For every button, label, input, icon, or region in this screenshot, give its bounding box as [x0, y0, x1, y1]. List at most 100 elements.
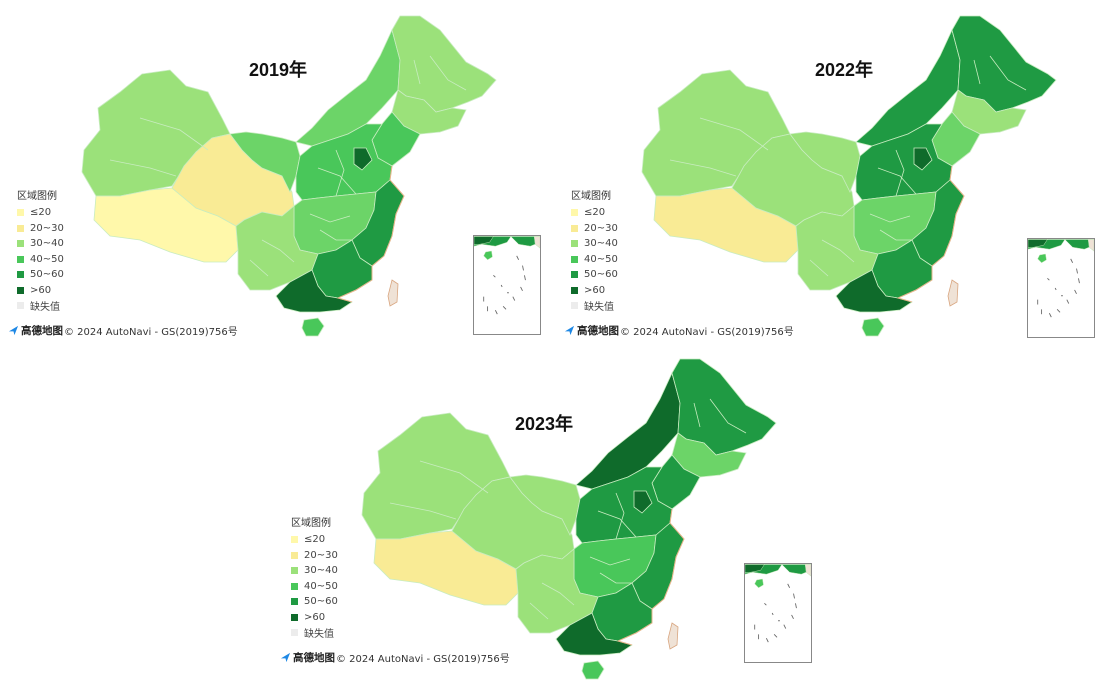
province-border — [669, 159, 737, 177]
inset-region — [1037, 253, 1047, 264]
legend-label: 40~50 — [584, 253, 618, 265]
legend-label: ≤20 — [304, 534, 326, 546]
province-border — [809, 259, 829, 277]
nine-dash-line-segment — [1054, 287, 1057, 291]
legend-item[interactable]: >60 — [291, 610, 347, 626]
legend-swatch — [17, 224, 24, 232]
legend-item[interactable]: 50~60 — [571, 267, 627, 283]
legend-swatch — [17, 240, 24, 248]
legend-swatch — [17, 209, 24, 217]
legend-item[interactable]: ≤20 — [291, 532, 347, 548]
copyright-text: © 2024 AutoNavi - GS(2019)756号 — [336, 654, 510, 665]
amap-logo[interactable]: 高德地图 — [577, 325, 619, 337]
legend-item[interactable]: 30~40 — [571, 236, 627, 252]
nine-dash-line-segment — [1056, 309, 1061, 313]
legend-item[interactable]: >60 — [571, 283, 627, 299]
inset-region — [474, 236, 494, 245]
province-border — [309, 213, 351, 223]
nine-dash-line-segment — [771, 612, 774, 616]
legend-item[interactable]: 20~30 — [17, 221, 73, 237]
legend-swatch — [17, 255, 24, 263]
map-panel-2023: 2023年 区域图例 ≤20 20~30 30~40 40~50 50~60 >60 缺失值 … — [280, 343, 840, 683]
legend-item[interactable]: 50~60 — [291, 594, 347, 610]
inset-map — [474, 236, 540, 315]
legend-item[interactable]: 40~50 — [17, 252, 73, 268]
province-border — [335, 149, 345, 197]
province-border — [317, 167, 357, 195]
coastline — [616, 508, 685, 646]
legend-label: 20~30 — [304, 549, 338, 561]
amap-logo[interactable]: 高德地图 — [293, 652, 335, 664]
legend-label: 50~60 — [304, 596, 338, 608]
legend-label: 30~40 — [584, 238, 618, 250]
map-panel-2022: 2022年 区域图例 ≤20 20~30 30~40 40~50 50~60 >60 缺失值 … — [560, 0, 1115, 340]
inset-region — [754, 578, 764, 589]
province-border — [989, 55, 1027, 91]
nine-dash-line-segment — [765, 638, 769, 643]
inset-region — [745, 564, 765, 573]
amap-arrow-icon — [280, 652, 291, 663]
province-border — [879, 229, 912, 241]
legend-label: 40~50 — [304, 580, 338, 592]
amap-arrow-icon — [8, 325, 19, 336]
legend-item[interactable]: 20~30 — [571, 221, 627, 237]
province-border — [319, 229, 352, 241]
legend-swatch — [17, 286, 24, 294]
province-border — [895, 149, 905, 197]
nine-dash-line-segment — [1066, 299, 1070, 304]
legend-item[interactable]: >60 — [17, 283, 73, 299]
legend-swatch — [571, 224, 578, 232]
legend-item[interactable]: 40~50 — [571, 252, 627, 268]
legend-item[interactable]: 20~30 — [291, 548, 347, 564]
nine-dash-line-segment — [764, 602, 767, 606]
province-border — [973, 59, 981, 85]
nine-dash-line-segment — [793, 593, 795, 599]
legend-item[interactable]: 50~60 — [17, 267, 73, 283]
legend-item[interactable]: 缺失值 — [571, 298, 627, 314]
map-title: 2022年 — [815, 60, 874, 80]
province-border — [821, 239, 855, 263]
nine-dash-line-segment — [1074, 289, 1077, 295]
province-border — [869, 213, 911, 223]
nine-dash-line-segment — [787, 583, 791, 588]
nine-dash-line-segment — [1076, 268, 1078, 274]
province-region-beijing — [633, 490, 653, 514]
legend-item[interactable]: 缺失值 — [291, 625, 347, 641]
china-map — [81, 15, 497, 337]
inset-region — [483, 250, 493, 261]
legend-swatch — [291, 613, 298, 621]
legend-item[interactable]: 30~40 — [291, 563, 347, 579]
legend-item[interactable]: ≤20 — [571, 205, 627, 221]
province-border — [413, 59, 421, 85]
province-border — [541, 582, 575, 606]
map-attribution: 高德地图 © 2024 AutoNavi - GS(2019)756号 — [564, 323, 794, 338]
nine-dash-line-segment — [783, 624, 787, 629]
province-region-taiwan — [667, 622, 679, 650]
legend-title: 区域图例 — [17, 191, 57, 202]
legend-item[interactable]: ≤20 — [17, 205, 73, 221]
legend-item[interactable]: 40~50 — [291, 579, 347, 595]
legend-label: 30~40 — [30, 238, 64, 250]
province-border — [249, 259, 269, 277]
inset-region — [1028, 239, 1048, 248]
amap-logo[interactable]: 高德地图 — [21, 325, 63, 337]
province-region-taiwan — [947, 279, 959, 307]
nine-dash-line-segment — [1078, 278, 1080, 284]
legend: 区域图例 ≤20 20~30 30~40 40~50 50~60 >60 缺失值 — [12, 183, 76, 317]
nine-dash-line-segment — [795, 603, 797, 609]
map-title: 2019年 — [249, 60, 308, 80]
legend-label: 50~60 — [584, 269, 618, 281]
legend-label: 20~30 — [30, 222, 64, 234]
south-china-sea-inset — [744, 563, 812, 663]
legend-swatch — [291, 629, 298, 637]
legend-item[interactable]: 30~40 — [17, 236, 73, 252]
province-border — [429, 55, 467, 91]
legend-label: ≤20 — [30, 207, 52, 219]
map-attribution: 高德地图 © 2024 AutoNavi - GS(2019)756号 — [280, 650, 510, 665]
province-border — [109, 159, 177, 177]
province-region-taiwan — [387, 279, 399, 307]
province-border — [693, 402, 701, 428]
legend-item[interactable]: 缺失值 — [17, 298, 73, 314]
copyright-text: © 2024 AutoNavi - GS(2019)756号 — [64, 327, 238, 338]
legend-swatch — [571, 271, 578, 279]
